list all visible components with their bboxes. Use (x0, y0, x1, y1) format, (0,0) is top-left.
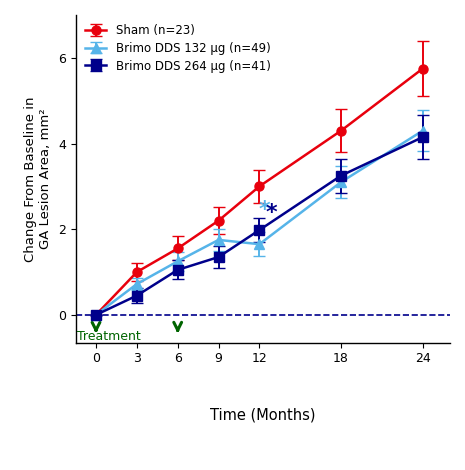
Y-axis label: Change From Baseline in
GA Lesion Area, mm²: Change From Baseline in GA Lesion Area, … (24, 96, 52, 262)
X-axis label: Time (Months): Time (Months) (210, 407, 316, 422)
Text: Treatment: Treatment (77, 330, 141, 343)
Text: *: * (259, 200, 270, 220)
Text: *: * (266, 203, 278, 223)
Legend: Sham (n=23), Brimo DDS 132 μg (n=49), Brimo DDS 264 μg (n=41): Sham (n=23), Brimo DDS 132 μg (n=49), Br… (81, 21, 274, 77)
